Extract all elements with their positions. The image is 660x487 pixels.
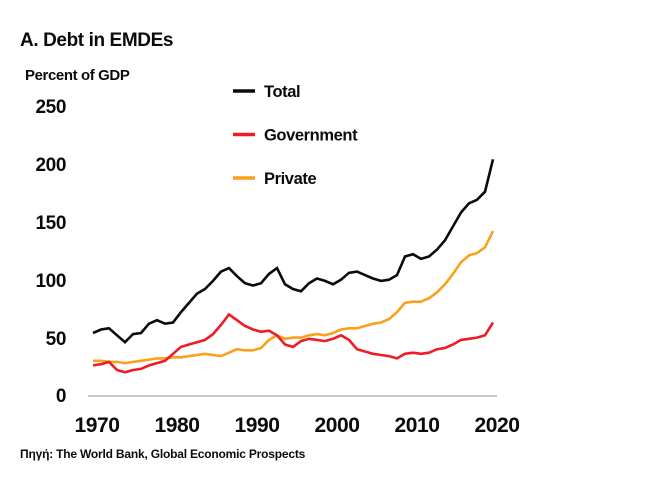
y-axis-tick-label: 100 — [35, 271, 66, 292]
legend-label-government: Government — [264, 127, 358, 145]
legend-item-private: Private — [233, 170, 317, 188]
x-axis-tick-label: 1990 — [234, 414, 279, 437]
source-note: Πηγή: The World Bank, Global Economic Pr… — [20, 447, 306, 461]
x-axis-tick-label: 2010 — [394, 414, 439, 437]
government-line — [92, 312, 495, 374]
private-line — [93, 230, 495, 365]
y-axis-unit-label: Percent of GDP — [25, 67, 130, 84]
y-axis-tick-label: 200 — [35, 155, 66, 176]
page-title: A. Debt in EMDEs — [20, 30, 173, 51]
legend: Total Government Private — [233, 83, 358, 188]
legend-label-total: Total — [264, 83, 300, 101]
x-axis-tick-label: 2000 — [314, 414, 359, 437]
legend-item-government: Government — [233, 127, 358, 145]
legend-item-total: Total — [233, 83, 301, 101]
y-axis-tick-label: 150 — [35, 213, 66, 234]
legend-label-private: Private — [264, 170, 316, 188]
y-axis-tick-label: 0 — [56, 386, 66, 407]
x-axis-tick-label: 2020 — [474, 414, 519, 437]
x-axis-tick-label: 1970 — [74, 414, 119, 437]
y-axis-tick-label: 50 — [46, 329, 66, 350]
x-axis-tick-label: 1980 — [154, 414, 199, 437]
y-axis-tick-label: 250 — [35, 97, 66, 118]
total-line — [92, 158, 495, 344]
